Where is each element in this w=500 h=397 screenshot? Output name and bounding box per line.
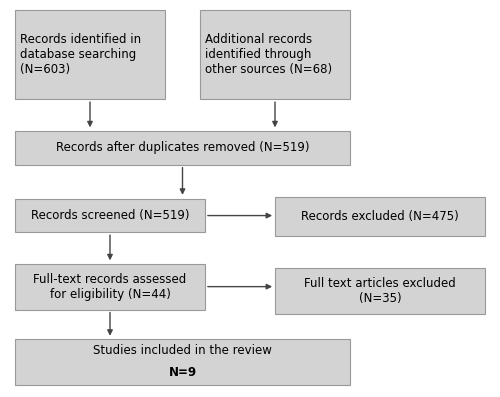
- Text: N=9: N=9: [168, 366, 196, 379]
- FancyBboxPatch shape: [200, 10, 350, 99]
- FancyBboxPatch shape: [15, 10, 165, 99]
- Text: Studies included in the review: Studies included in the review: [93, 344, 272, 357]
- FancyBboxPatch shape: [15, 131, 350, 165]
- Text: Additional records
identified through
other sources (N=68): Additional records identified through ot…: [205, 33, 332, 76]
- Text: Records after duplicates removed (N=519): Records after duplicates removed (N=519): [56, 141, 309, 154]
- FancyBboxPatch shape: [275, 197, 485, 236]
- Text: Full-text records assessed
for eligibility (N=44): Full-text records assessed for eligibili…: [34, 273, 186, 301]
- Text: Records screened (N=519): Records screened (N=519): [31, 209, 189, 222]
- FancyBboxPatch shape: [15, 264, 205, 310]
- Text: Full text articles excluded
(N=35): Full text articles excluded (N=35): [304, 277, 456, 305]
- Text: Records identified in
database searching
(N=603): Records identified in database searching…: [20, 33, 141, 76]
- FancyBboxPatch shape: [15, 339, 350, 385]
- Text: Records excluded (N=475): Records excluded (N=475): [301, 210, 459, 223]
- FancyBboxPatch shape: [275, 268, 485, 314]
- FancyBboxPatch shape: [15, 198, 205, 232]
